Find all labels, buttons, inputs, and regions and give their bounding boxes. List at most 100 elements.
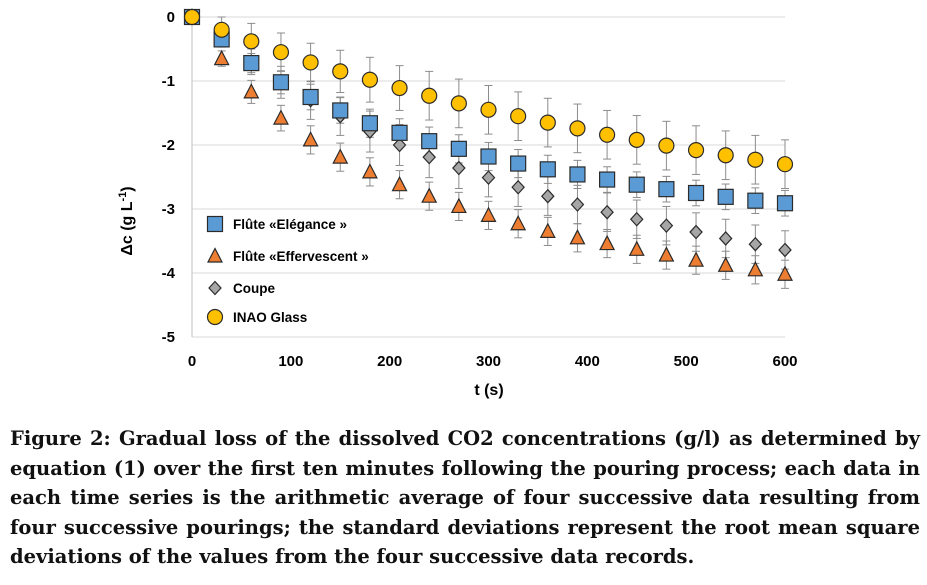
y-tick-label: -2 <box>162 137 175 154</box>
data-point-diamond <box>778 242 792 258</box>
data-point-circle <box>332 63 349 80</box>
data-point-circle <box>717 147 734 164</box>
data-point-square <box>598 171 616 188</box>
data-point-triangle <box>688 251 705 267</box>
data-point-square <box>272 74 290 91</box>
data-point-circle <box>510 108 527 125</box>
x-tick-label: 0 <box>188 353 196 370</box>
x-tick-label: 100 <box>278 353 303 370</box>
data-point-square <box>302 88 319 106</box>
data-point-square <box>687 184 705 202</box>
data-point-square <box>361 115 378 132</box>
data-point-triangle <box>539 222 556 238</box>
data-point-diamond <box>511 179 525 195</box>
data-point-square <box>628 176 645 193</box>
data-point-triangle <box>361 163 378 179</box>
data-markers <box>183 8 794 281</box>
data-point-square <box>450 140 467 157</box>
data-point-diamond <box>689 224 703 240</box>
data-point-circle <box>243 33 260 50</box>
x-tick-label: 500 <box>674 353 699 370</box>
legend-marker-diamond <box>208 280 222 296</box>
data-point-triangle <box>510 214 527 231</box>
y-tick-label: 0 <box>167 9 175 26</box>
data-point-triangle <box>777 265 793 281</box>
data-point-circle <box>183 8 201 26</box>
legend-label: Flûte «Elégance » <box>233 217 347 232</box>
data-point-square <box>421 133 438 150</box>
data-point-square <box>747 192 764 209</box>
legend: Flûte «Elégance » Flûte «Effervescent » Co… <box>206 215 369 326</box>
data-point-square <box>717 188 734 205</box>
chart: 0 -1 -2 -3 -4 -5 0 100 200 300 400 500 600 t (s) Δc … <box>117 8 798 399</box>
legend-marker-square <box>206 215 224 233</box>
data-point-square <box>510 155 527 172</box>
data-point-diamond <box>392 137 407 153</box>
data-point-square <box>391 124 408 141</box>
data-point-diamond <box>748 236 763 252</box>
data-point-circle <box>569 120 586 137</box>
data-point-square <box>658 181 675 198</box>
data-point-circle <box>421 87 438 104</box>
data-point-triangle <box>332 148 349 164</box>
data-point-triangle <box>213 49 230 66</box>
figure-caption: Figure 2: Gradual loss of the dissolved … <box>10 427 920 568</box>
data-point-circle <box>391 79 408 97</box>
data-point-circle <box>658 137 675 154</box>
y-tick-label: -4 <box>162 265 176 282</box>
x-tick-label: 300 <box>476 353 501 370</box>
data-point-circle <box>361 71 378 88</box>
data-point-triangle <box>391 175 408 192</box>
data-point-diamond <box>422 149 437 165</box>
data-point-circle <box>747 151 764 168</box>
y-tick-label: -5 <box>162 329 175 346</box>
legend-marker-triangle <box>207 247 223 263</box>
data-point-circle <box>480 101 497 118</box>
data-point-square <box>480 148 497 165</box>
data-point-triangle <box>450 197 467 214</box>
tick-labels: 0 -1 -2 -3 -4 -5 0 100 200 300 400 500 600 <box>162 9 798 370</box>
data-point-triangle <box>658 246 675 262</box>
x-tick-label: 400 <box>575 353 600 370</box>
data-point-square <box>332 102 349 119</box>
data-point-triangle <box>569 228 586 245</box>
legend-label: Flûte «Effervescent » <box>233 249 369 264</box>
y-axis-title-superscript: -1 <box>117 192 129 202</box>
data-point-circle <box>213 21 230 38</box>
data-point-triangle <box>243 83 260 99</box>
y-tick-label: -1 <box>162 73 175 90</box>
data-point-square <box>776 195 794 212</box>
data-point-diamond <box>659 218 674 234</box>
data-point-circle <box>776 156 794 173</box>
y-axis-title-main: Δc (g L <box>119 201 136 255</box>
data-point-square <box>539 161 556 178</box>
data-point-diamond <box>570 197 585 212</box>
data-point-triangle <box>628 240 645 256</box>
legend-marker-circle <box>206 308 224 326</box>
x-axis-title: t (s) <box>474 382 503 399</box>
data-point-circle <box>302 54 319 71</box>
data-point-triangle <box>599 234 616 251</box>
x-tick-label: 600 <box>772 353 797 370</box>
data-point-triangle <box>421 187 438 203</box>
data-point-circle <box>628 131 645 148</box>
data-point-circle <box>687 142 705 159</box>
data-point-diamond <box>629 211 644 227</box>
data-point-triangle <box>717 256 734 272</box>
y-tick-label: -3 <box>162 201 175 218</box>
data-point-triangle <box>747 260 764 277</box>
data-point-diamond <box>452 160 466 176</box>
data-point-diamond <box>718 231 733 246</box>
data-point-triangle <box>272 109 289 125</box>
data-point-circle <box>450 95 467 112</box>
data-point-diamond <box>600 204 614 220</box>
legend-label: INAO Glass <box>233 310 307 325</box>
x-tick-label: 200 <box>377 353 402 370</box>
data-point-triangle <box>302 131 319 147</box>
data-point-diamond <box>540 188 555 204</box>
legend-label: Coupe <box>233 281 275 296</box>
data-point-square <box>569 166 586 183</box>
data-point-diamond <box>481 170 496 186</box>
data-point-circle <box>598 126 616 143</box>
data-point-square <box>243 54 260 72</box>
